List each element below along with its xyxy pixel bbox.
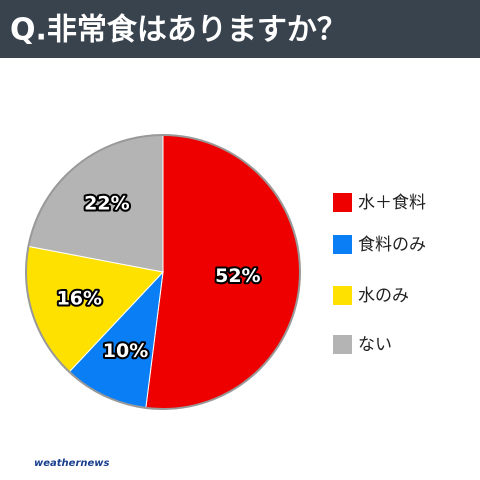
- value-label: 16%: [57, 288, 102, 310]
- legend-label: 水＋食料: [358, 193, 426, 213]
- value-label: 22%: [84, 193, 129, 215]
- chart-title: Q.非常食はありますか？: [10, 13, 347, 48]
- legend-label: 水のみ: [358, 286, 409, 306]
- pie-border: [25, 134, 301, 410]
- logo-brand: weathernews: [34, 458, 110, 469]
- value-label: 52%: [215, 265, 260, 287]
- legend-swatch: [333, 335, 352, 354]
- logo: WN weathernews: [14, 456, 110, 470]
- title-bar: [0, 0, 480, 58]
- legend-swatch: [333, 193, 352, 212]
- legend-swatch: [333, 235, 352, 254]
- logo-mark: WN: [14, 456, 37, 470]
- value-label: 10%: [103, 340, 148, 362]
- legend-label: 食料のみ: [358, 235, 426, 255]
- legend-label: ない: [358, 335, 392, 355]
- legend-swatch: [333, 286, 352, 305]
